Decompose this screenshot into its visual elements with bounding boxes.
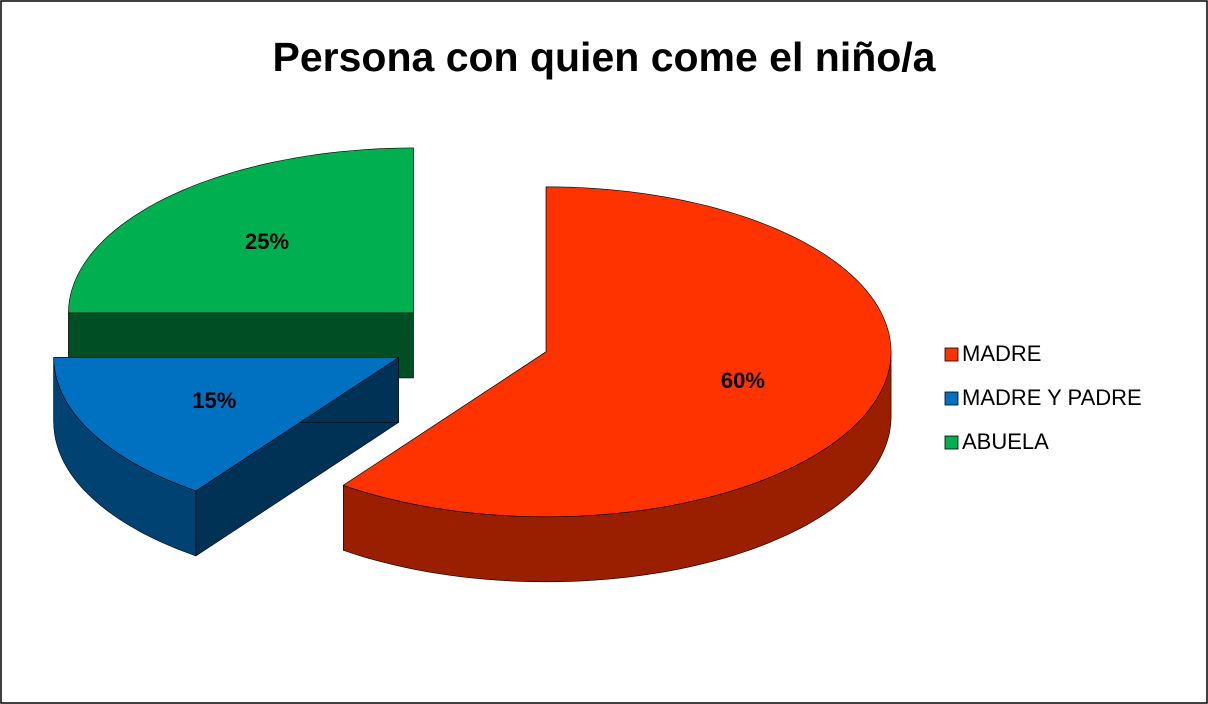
pie-slice [342, 186, 892, 583]
slice-top [68, 147, 414, 314]
legend-label: ABUELA [962, 429, 1049, 454]
legend-label: MADRE Y PADRE [962, 385, 1142, 410]
chart-title: Persona con quien come el niño/a [273, 34, 937, 80]
data-label: 60% [721, 368, 765, 393]
legend-swatch [944, 347, 959, 362]
data-label: 25% [245, 229, 289, 254]
legend-swatch [944, 435, 959, 450]
legend-label: MADRE [962, 341, 1041, 366]
pie-slice [53, 356, 400, 557]
slice-top [53, 357, 400, 492]
legend-swatch [944, 391, 959, 406]
data-label: 15% [192, 388, 236, 413]
slice-top [342, 186, 892, 518]
